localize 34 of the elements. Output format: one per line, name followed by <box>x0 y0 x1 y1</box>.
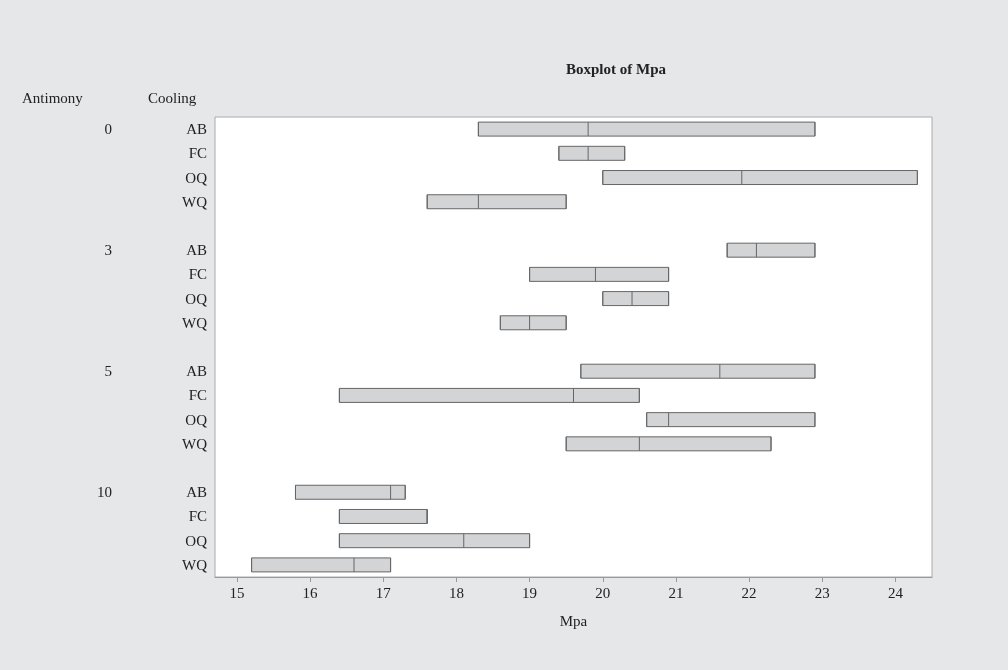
x-tick-label: 17 <box>375 584 392 601</box>
x-tick-label: 16 <box>302 584 319 601</box>
x-tick-label: 18 <box>448 584 464 601</box>
y-tick-label: OQ <box>185 290 208 307</box>
x-tick-label: 22 <box>741 584 757 601</box>
text: Antimony <box>22 89 84 106</box>
x-tick-label: 19 <box>522 584 538 601</box>
x-tick-label: 15 <box>229 584 245 601</box>
y-tick-label: WQ <box>182 314 208 331</box>
y-axis-title: Cooling <box>148 89 197 106</box>
text: 5 <box>104 363 112 380</box>
text: 0 <box>104 121 112 138</box>
y-tick-label: AB <box>186 121 207 138</box>
text: 10 <box>97 484 112 501</box>
y-tick-label: AB <box>186 363 207 380</box>
y-tick-label: FC <box>188 508 207 525</box>
y-tick-label: AB <box>186 242 207 259</box>
x-tick-label: 24 <box>887 584 904 601</box>
x-axis-title: Mpa <box>559 612 588 629</box>
y-tick-label: FC <box>188 266 207 283</box>
chart-title: Boxplot of Mpa <box>565 60 667 77</box>
y-tick-label: WQ <box>182 193 208 210</box>
y-tick-label: FC <box>188 387 207 404</box>
y-tick-label: OQ <box>185 169 208 186</box>
x-tick-label: 20 <box>595 584 611 601</box>
y-tick-label: FC <box>188 145 207 162</box>
y-tick-label: WQ <box>182 556 208 573</box>
y-tick-label: OQ <box>185 411 208 428</box>
y-tick-label: OQ <box>185 532 208 549</box>
x-tick-label: 23 <box>814 584 830 601</box>
y-tick-label: WQ <box>182 435 208 452</box>
text: 3 <box>104 242 112 259</box>
y-tick-label: AB <box>186 484 207 501</box>
x-tick-label: 21 <box>668 584 684 601</box>
